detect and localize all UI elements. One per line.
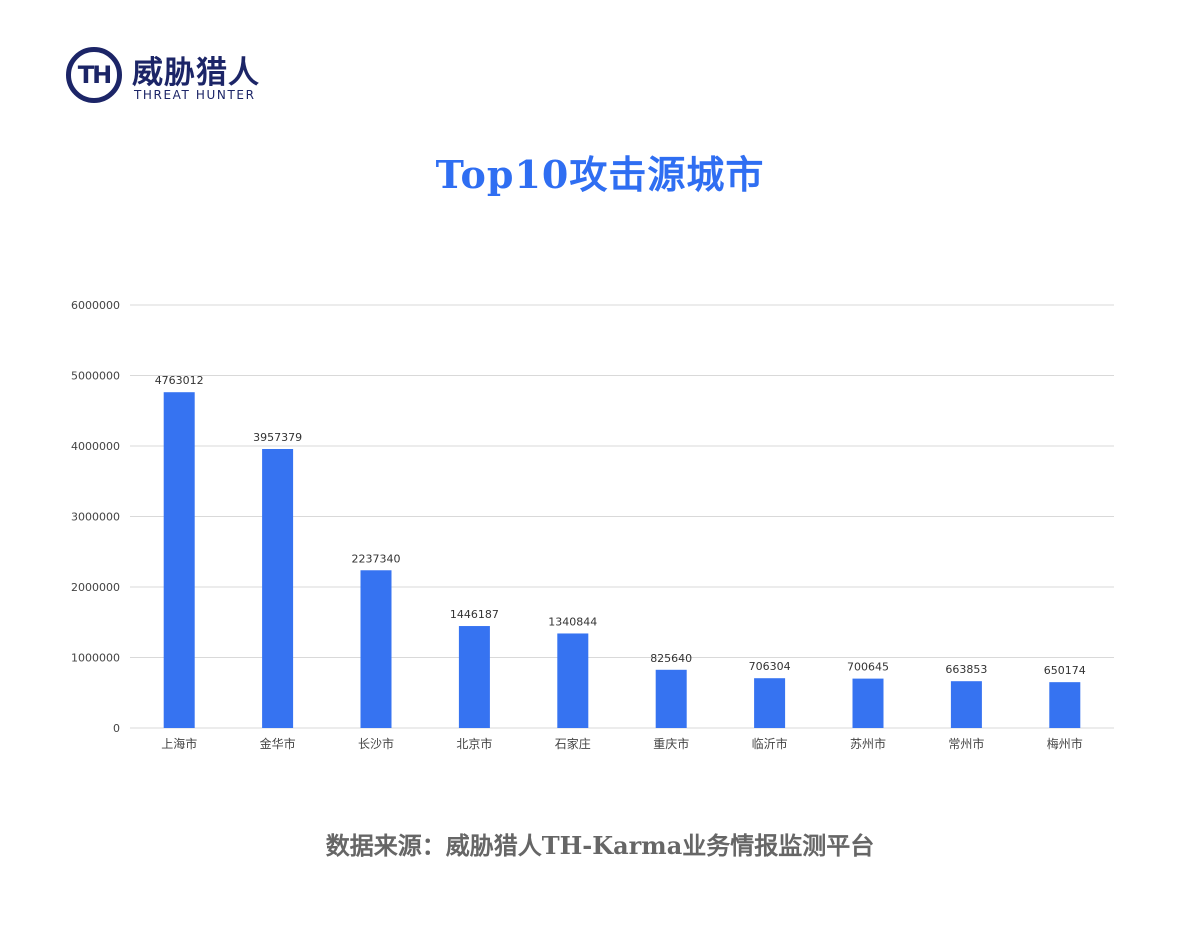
bar <box>1049 682 1081 728</box>
logo-name-cn: 威胁猎人 <box>132 55 260 91</box>
y-tick-label: 6000000 <box>71 299 120 312</box>
chart-title: Top10攻击源城市 <box>435 152 765 197</box>
x-tick-label: 北京市 <box>456 736 492 751</box>
data-label: 1340844 <box>548 615 597 628</box>
data-source-footer: 数据来源：威胁猎人TH-Karma业务情报监测平台 <box>325 831 875 860</box>
bar <box>950 681 982 728</box>
x-tick-label: 上海市 <box>161 736 197 751</box>
bar <box>754 678 786 728</box>
logo-mark-text: TH <box>77 61 112 89</box>
x-tick-label: 重庆市 <box>653 736 689 751</box>
data-label: 706304 <box>749 660 791 673</box>
y-tick-label: 2000000 <box>71 581 120 594</box>
bar <box>557 633 589 728</box>
y-tick-label: 4000000 <box>71 440 120 453</box>
data-label: 4763012 <box>155 374 204 387</box>
data-label: 2237340 <box>352 552 401 565</box>
x-tick-label: 石家庄 <box>555 736 591 751</box>
y-tick-label: 0 <box>113 722 120 735</box>
bar <box>163 392 195 728</box>
data-label: 663853 <box>945 663 987 676</box>
x-tick-label: 临沂市 <box>752 736 788 751</box>
x-tick-label: 苏州市 <box>850 736 886 751</box>
x-tick-label: 长沙市 <box>358 736 394 751</box>
data-label: 825640 <box>650 652 692 665</box>
th-logo-icon: TH <box>66 47 122 103</box>
y-tick-label: 3000000 <box>71 511 120 524</box>
data-label: 1446187 <box>450 608 499 621</box>
bar-chart: 0 1000000 2000000 3000000 4000000 5000000 6000… <box>71 299 1114 751</box>
x-tick-label: 金华市 <box>260 736 296 751</box>
y-tick-label: 1000000 <box>71 652 120 665</box>
brand-logo: TH 威胁猎人 THREAT HUNTER <box>66 47 296 107</box>
x-tick-label: 常州市 <box>948 736 984 751</box>
y-tick-label: 5000000 <box>71 370 120 383</box>
logo-name-en: THREAT HUNTER <box>134 88 256 102</box>
data-label: 3957379 <box>253 431 302 444</box>
bar <box>360 570 392 728</box>
x-tick-label: 梅州市 <box>1047 736 1083 751</box>
bar <box>852 678 884 728</box>
bar <box>655 669 687 728</box>
data-label: 650174 <box>1044 664 1086 677</box>
bar <box>458 626 490 728</box>
bar <box>262 449 294 728</box>
data-label: 700645 <box>847 661 889 674</box>
